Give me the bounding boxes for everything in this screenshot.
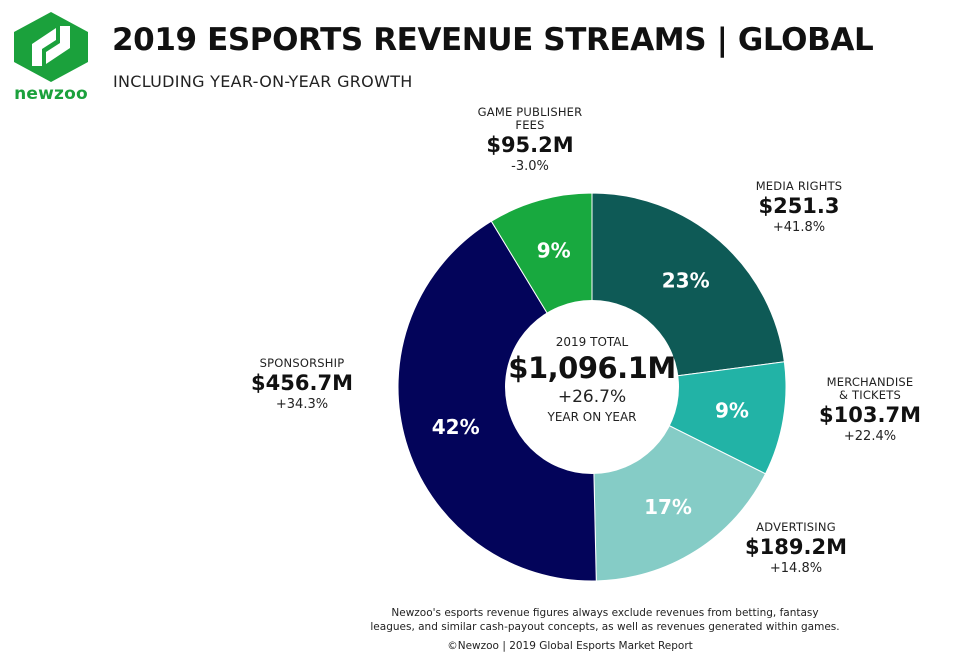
callout-sponsorship: SPONSORSHIP $456.7M +34.3%: [238, 357, 366, 413]
chart-subtitle: INCLUDING YEAR-ON-YEAR GROWTH: [113, 72, 413, 91]
callout-name: MERCHANDISE: [826, 375, 914, 389]
callout-value: $95.2M: [486, 133, 574, 157]
callout-growth: -3.0%: [511, 159, 549, 174]
callout-media-rights: MEDIA RIGHTS $251.3 +41.8%: [738, 180, 860, 236]
footnote-line: Newzoo's esports revenue figures always …: [391, 607, 819, 619]
slice-spon: [397, 220, 597, 582]
callout-growth: +41.8%: [772, 220, 826, 235]
center-value: $1,096.1M: [508, 351, 676, 385]
callout-value: $251.3: [758, 194, 840, 218]
footnote-line: leagues, and similar cash-payout concept…: [370, 621, 840, 633]
callout-value: $456.7M: [251, 371, 353, 395]
callout-growth: +34.3%: [275, 397, 329, 412]
slice-percent-label: 23%: [662, 268, 710, 292]
callout-name: & TICKETS: [838, 388, 901, 402]
source-credit: ©Newzoo | 2019 Global Esports Market Rep…: [447, 640, 693, 652]
center-growth: +26.7%: [557, 387, 627, 407]
chart-title: 2019 ESPORTS REVENUE STREAMS | GLOBAL: [112, 22, 874, 58]
newzoo-logo: newzoo: [10, 10, 92, 110]
newzoo-logo-icon: [14, 12, 88, 82]
callout-name: FEES: [515, 118, 545, 132]
callout-name: MEDIA RIGHTS: [755, 179, 843, 193]
callout-game-publisher-fees: GAME PUBLISHER FEES $95.2M -3.0%: [470, 106, 590, 175]
slice-percent-label: 9%: [715, 399, 749, 423]
slice-percent-label: 42%: [432, 415, 480, 439]
footnote: Newzoo's esports revenue figures always …: [340, 606, 870, 634]
donut-hole: [505, 300, 679, 474]
callout-merchandise-tickets: MERCHANDISE & TICKETS $103.7M +22.4%: [808, 376, 932, 445]
callout-name: SPONSORSHIP: [259, 356, 345, 370]
callout-name: ADVERTISING: [756, 520, 836, 534]
callout-growth: +22.4%: [843, 429, 897, 444]
callout-value: $189.2M: [745, 535, 847, 559]
brand-name: newzoo: [14, 84, 88, 104]
callout-name: GAME PUBLISHER: [477, 105, 583, 119]
center-label: 2019 TOTAL: [555, 335, 629, 349]
callout-value: $103.7M: [819, 403, 921, 427]
callout-growth: +14.8%: [769, 561, 823, 576]
slice-percent-label: 17%: [644, 495, 692, 519]
center-total: 2019 TOTAL $1,096.1M +26.7% YEAR ON YEAR: [492, 334, 692, 426]
callout-advertising: ADVERTISING $189.2M +14.8%: [734, 521, 858, 577]
center-sublabel: YEAR ON YEAR: [547, 410, 637, 424]
slice-percent-label: 9%: [537, 238, 571, 262]
